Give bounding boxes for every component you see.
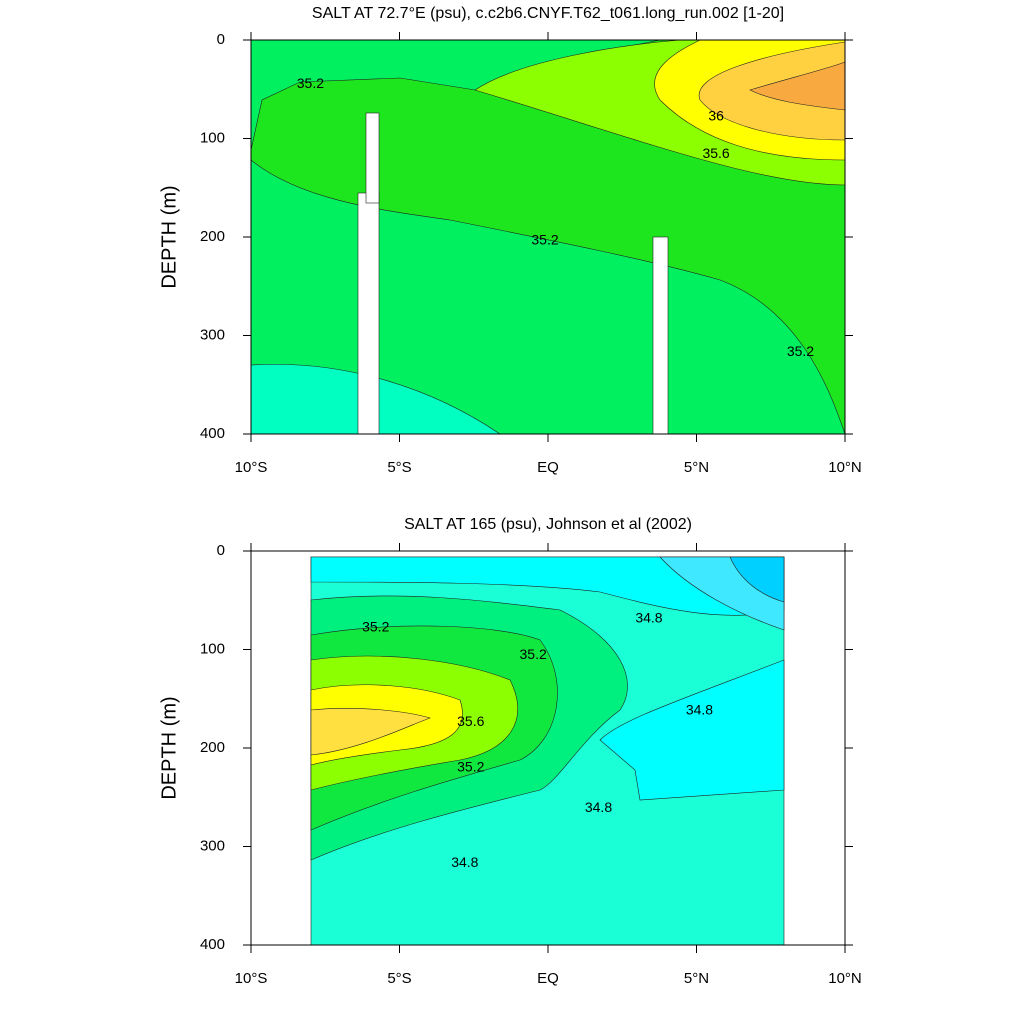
- contour-label: 35.6: [702, 145, 729, 161]
- y-tick-label: 300: [200, 326, 225, 343]
- contour-label: 36: [708, 108, 724, 124]
- contour-fills-1: [250, 39, 846, 435]
- contour-label: 35.2: [362, 619, 389, 635]
- contour-label: 34.8: [451, 854, 478, 870]
- contour-label: 35.2: [531, 232, 558, 248]
- contour-label: 35.2: [297, 75, 324, 91]
- chart-title: SALT AT 165 (psu), Johnson et al (2002): [404, 516, 692, 533]
- contour-label: 35.2: [457, 758, 484, 774]
- x-tick-label: 5°N: [684, 459, 709, 476]
- y-tick-label: 0: [217, 542, 225, 559]
- x-tick-label: EQ: [537, 459, 559, 476]
- y-tick-label: 200: [200, 228, 225, 245]
- x-tick-label: EQ: [537, 970, 559, 987]
- y-tick-label: 100: [200, 129, 225, 146]
- y-axis-label: DEPTH (m): [158, 696, 180, 799]
- chart-title: SALT AT 72.7°E (psu), c.c2b6.CNYF.T62_t0…: [312, 5, 784, 22]
- x-tick-label: 5°N: [684, 970, 709, 987]
- contour-label: 34.8: [585, 799, 612, 815]
- y-tick-label: 400: [200, 936, 225, 953]
- x-tick-label: 10°S: [235, 459, 268, 476]
- x-tick-label: 5°S: [387, 459, 411, 476]
- y-tick-label: 100: [200, 640, 225, 657]
- contour-label: 35.6: [457, 713, 484, 729]
- x-tick-label: 10°N: [828, 970, 862, 987]
- contour-label: 35.2: [787, 343, 814, 359]
- y-axis-label: DEPTH (m): [158, 185, 180, 288]
- contour-label: 34.8: [686, 701, 713, 717]
- contour-label: 35.2: [520, 646, 547, 662]
- x-tick-label: 10°S: [235, 970, 268, 987]
- contour-fills-2: [310, 556, 785, 946]
- y-tick-label: 0: [217, 31, 225, 48]
- x-tick-label: 10°N: [828, 459, 862, 476]
- y-tick-label: 300: [200, 837, 225, 854]
- x-tick-label: 5°S: [387, 970, 411, 987]
- contour-label: 34.8: [635, 610, 662, 626]
- y-tick-label: 200: [200, 739, 225, 756]
- y-tick-label: 400: [200, 425, 225, 442]
